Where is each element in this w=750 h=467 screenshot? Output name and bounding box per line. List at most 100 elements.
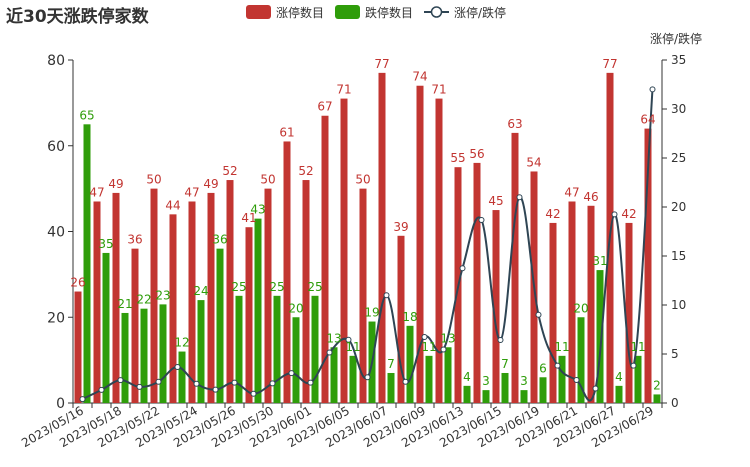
ratio-point [345,336,352,343]
ratio-point [535,311,542,318]
bar-limit-down [387,372,395,403]
bar-limit-up [435,98,443,404]
data-label-limit-up: 56 [469,147,484,161]
data-label-limit-up: 71 [336,83,351,97]
bar-limit-down [596,270,604,403]
bar-limit-down [197,300,205,403]
bar-limit-down [349,355,357,403]
bar-limit-down [235,295,243,403]
bar-limit-up [416,85,424,403]
ratio-point [307,379,314,386]
data-label-limit-up: 74 [412,70,427,84]
bar-limit-up [587,205,595,403]
data-label-limit-up: 42 [621,207,636,221]
data-label-limit-down: 19 [364,306,379,320]
data-label-limit-up: 41 [241,211,256,225]
data-label-limit-down: 36 [212,233,227,247]
data-label-limit-up: 42 [545,207,560,221]
bar-limit-up [188,201,196,403]
y-left-tick-label: 60 [47,139,65,155]
ratio-point [136,383,143,390]
data-label-limit-up: 64 [640,113,655,127]
bar-limit-up [112,192,120,403]
ratio-point [630,362,637,369]
bar-limit-up [340,98,348,404]
data-label-limit-up: 49 [108,177,123,191]
y-right-tick-label: 15 [671,249,686,263]
data-label-limit-down: 65 [79,108,94,122]
ratio-point [421,334,428,341]
bar-limit-up [568,201,576,403]
bar-limit-down [83,124,91,403]
ratio-point [364,374,371,381]
data-label-limit-up: 52 [298,164,313,178]
data-label-limit-up: 47 [89,185,104,199]
bar-limit-down [425,355,433,403]
data-label-limit-up: 36 [127,233,142,247]
data-label-limit-down: 7 [501,357,509,371]
legend[interactable]: 涨停数目 跌停数目 涨停/跌停 [246,5,506,20]
ratio-point [98,386,105,393]
bar-limit-up [549,222,557,403]
data-label-limit-up: 50 [260,173,275,187]
bar-limit-up [207,192,215,403]
ratio-point [440,346,447,353]
data-label-limit-up: 61 [279,125,294,139]
bars [74,72,661,404]
bar-limit-down [216,248,224,403]
y-right-tick-label: 35 [671,53,686,67]
bar-limit-up [378,72,386,404]
ratio-point [497,336,504,343]
data-label-limit-up: 52 [222,164,237,178]
data-label-limit-up: 50 [355,173,370,187]
bar-limit-up [169,214,177,403]
chart-title: 近30天涨跌停家数 [6,7,149,27]
y-left-tick-label: 40 [47,225,65,241]
data-label-limit-down: 24 [193,284,208,298]
data-label-limit-down: 25 [231,280,246,294]
bar-limit-up [644,128,652,403]
bar-limit-up [397,235,405,403]
legend-swatch [335,5,360,19]
ratio-point [174,364,181,371]
ratio-point [459,265,466,272]
y-right-tick-label: 5 [671,347,679,361]
ratio-point [592,385,599,392]
data-label-limit-down: 31 [592,254,607,268]
bar-limit-up [93,201,101,403]
bar-limit-down [292,317,300,403]
bar-limit-down [273,295,281,403]
bar-limit-down [406,325,414,403]
y-left-tick-label: 80 [47,53,65,69]
data-label-limit-up: 49 [203,177,218,191]
data-label-limit-up: 54 [526,155,541,169]
bar-limit-up [359,188,367,403]
ratio-point [326,349,333,356]
legend-label: 涨停/跌停 [454,5,506,20]
ratio-point [231,379,238,386]
y-right-tick-label: 30 [671,102,686,116]
ratio-point [117,377,124,384]
legend-item[interactable]: 跌停数目 [335,5,413,20]
data-label-limit-down: 7 [387,357,395,371]
data-label-limit-up: 47 [564,185,579,199]
data-label-limit-down: 11 [421,340,436,354]
y-right-tick-label: 25 [671,151,686,165]
ratio-point [573,376,580,383]
data-label-limit-down: 20 [573,301,588,315]
bar-limit-down [254,218,262,403]
bar-limit-down [311,295,319,403]
legend-item[interactable]: 涨停数目 [246,5,324,20]
legend-item[interactable]: 涨停/跌停 [424,5,506,20]
bar-limit-down [159,304,167,403]
ratio-line [79,86,656,403]
data-label-limit-down: 3 [520,374,528,388]
data-label-limit-down: 11 [554,340,569,354]
legend-circle-icon [430,6,443,18]
bar-limit-down [444,347,452,403]
data-label-limit-down: 11 [345,340,360,354]
ratio-point [250,390,257,397]
bar-limit-down [615,385,623,403]
